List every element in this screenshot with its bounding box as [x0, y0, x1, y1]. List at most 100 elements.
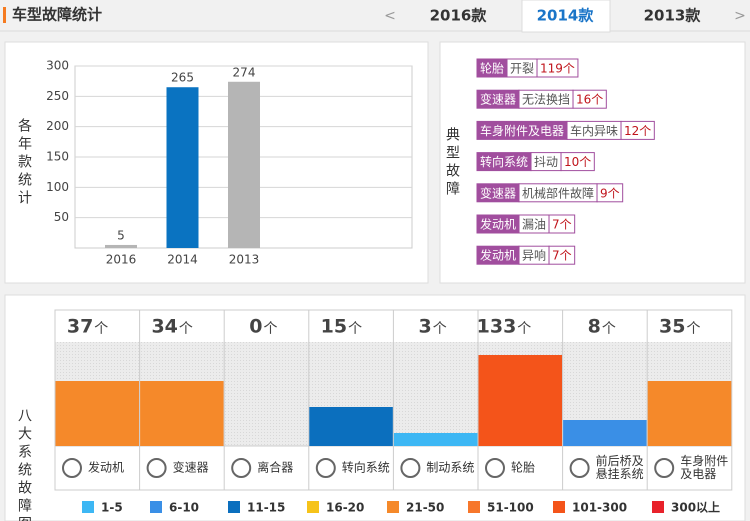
- tab-active: [521, 0, 611, 33]
- value-label: 265: [171, 71, 194, 85]
- legend-swatch: [387, 501, 399, 513]
- y-tick-label: 150: [46, 150, 69, 164]
- system-icon: [400, 458, 421, 478]
- part-tag: 变速器: [480, 92, 516, 107]
- level-bar: [647, 381, 732, 446]
- count-unit: 个: [602, 321, 616, 337]
- count-unit: 个: [348, 321, 362, 337]
- legend-label: 11-15: [247, 501, 285, 515]
- level-bar: [563, 420, 647, 446]
- count-tag: 10个: [564, 155, 591, 169]
- level-bar: [55, 381, 140, 446]
- level-bar: [140, 381, 224, 446]
- y-axis-label: 各年款统计: [16, 118, 32, 208]
- tab[interactable]: 2014款: [537, 7, 595, 25]
- y-tick-label: 100: [46, 180, 69, 194]
- count-unit: 个: [264, 321, 278, 337]
- count-tag: 9个: [600, 186, 620, 200]
- count: 0: [249, 316, 262, 338]
- count-tag: 7个: [552, 218, 572, 232]
- legend-swatch: [553, 501, 565, 513]
- legend-label: 300以上: [671, 500, 720, 515]
- system-icon: [569, 458, 590, 478]
- system-icon: [485, 458, 505, 478]
- system-label: 前后桥及: [596, 453, 644, 468]
- tab[interactable]: 2013款: [644, 7, 702, 25]
- count-tag: 12个: [624, 124, 651, 138]
- part-tag: 变速器: [480, 185, 516, 200]
- value-label: 274: [233, 65, 256, 79]
- system-icon: [315, 458, 336, 478]
- count-tag-box: [572, 89, 607, 109]
- count-tag-box: [560, 152, 595, 172]
- count: 3: [418, 316, 431, 338]
- y-tick-label: 50: [54, 210, 69, 224]
- legend-swatch: [468, 501, 480, 513]
- count-tag: 7个: [552, 249, 572, 263]
- fault-tag: 漏油: [522, 218, 546, 232]
- system-label: 轮胎: [511, 461, 535, 475]
- x-tick-label: 2014: [167, 253, 198, 267]
- bar: [166, 87, 199, 248]
- legend-swatch: [652, 501, 664, 513]
- count: 8: [588, 316, 601, 338]
- fault-label: 典型故障: [444, 127, 460, 199]
- level-bar: [393, 433, 478, 446]
- count-unit: 个: [433, 321, 447, 337]
- count: 37: [67, 316, 93, 338]
- system-label: 制动系统: [426, 461, 474, 475]
- system-label: 发动机: [88, 460, 124, 475]
- count: 15: [321, 316, 347, 338]
- tab[interactable]: 2016款: [430, 7, 488, 25]
- x-tick-label: 2013: [229, 253, 260, 267]
- y-tick-label: 250: [46, 89, 69, 103]
- count-unit: 个: [517, 321, 531, 337]
- count: 133: [477, 316, 517, 338]
- fault-tag: 开裂: [510, 62, 534, 76]
- system-label: 悬挂系统: [596, 467, 644, 481]
- x-tick-label: 2016: [106, 253, 137, 267]
- count-unit: 个: [94, 321, 108, 337]
- header-bar: [0, 0, 750, 31]
- title-marker: [3, 7, 6, 23]
- count: 35: [659, 316, 685, 338]
- bar: [105, 244, 137, 248]
- legend-swatch: [82, 501, 94, 513]
- legend-label: 16-20: [326, 501, 364, 515]
- legend-label: 1-5: [101, 501, 123, 515]
- legend-label: 51-100: [487, 501, 534, 515]
- system-label: 变速器: [173, 460, 209, 475]
- legend-label: 21-50: [406, 501, 444, 515]
- count-tag-box: [536, 58, 579, 78]
- count: 34: [151, 316, 177, 338]
- y-tick-label: 300: [46, 59, 69, 73]
- part-tag: 转向系统: [480, 154, 528, 169]
- count-unit: 个: [179, 321, 193, 337]
- system-label: 车身附件: [680, 453, 728, 468]
- legend-swatch: [307, 501, 319, 513]
- count-tag-box: [620, 120, 655, 140]
- part-tag: 发动机: [480, 217, 516, 232]
- count-tag-box: [596, 183, 624, 203]
- tab-arrow[interactable]: >: [734, 8, 746, 24]
- legend-label: 101-300: [572, 501, 627, 515]
- legend-swatch: [228, 501, 240, 513]
- fault-tag: 无法换挡: [522, 93, 570, 107]
- level-bar: [309, 407, 393, 446]
- legend-swatch: [150, 501, 162, 513]
- part-tag: 轮胎: [480, 62, 504, 76]
- fault-tag: 机械部件故障: [522, 185, 594, 200]
- system-label: 离合器: [257, 460, 293, 475]
- tab-arrow[interactable]: <: [384, 8, 396, 24]
- count-tag: 119个: [540, 62, 575, 76]
- part-tag: 发动机: [480, 248, 516, 263]
- count-tag: 16个: [576, 93, 603, 107]
- count-tag-box: [548, 214, 576, 234]
- system-label: 转向系统: [342, 460, 390, 475]
- fault-tag: 异响: [522, 248, 546, 263]
- system-icon: [146, 458, 167, 478]
- y-tick-label: 200: [46, 119, 69, 133]
- fault-tag: 车内异味: [570, 123, 618, 138]
- count-unit: 个: [687, 321, 701, 337]
